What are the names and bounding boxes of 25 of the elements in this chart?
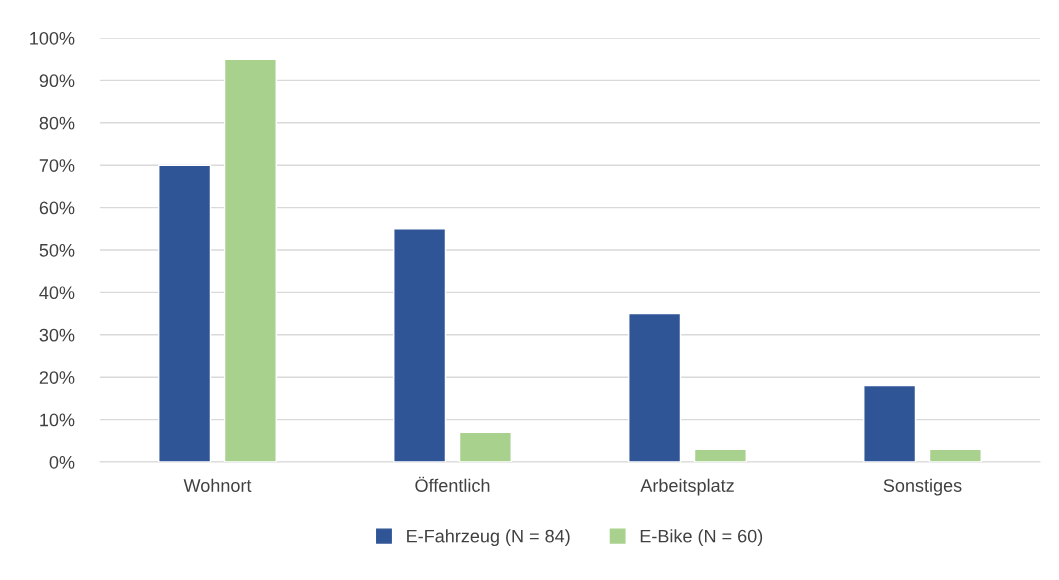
y-tick-label: 80%	[39, 116, 75, 130]
y-tick-label: 30%	[39, 328, 75, 342]
y-tick-label: 40%	[39, 286, 75, 300]
bar	[693, 448, 747, 462]
y-tick-label: 100%	[30, 31, 75, 45]
y-tick-label: 0%	[49, 455, 75, 469]
bar	[863, 384, 917, 462]
x-tick-label: Sonstiges	[883, 478, 962, 496]
bar	[458, 431, 512, 462]
y-tick-label: 10%	[40, 413, 75, 427]
y-tick-label: 70%	[39, 159, 75, 172]
x-tick-label: Wohnort	[183, 478, 252, 492]
legend-label: E-Bike (N = 60)	[640, 529, 763, 547]
y-tick-label: 90%	[39, 74, 75, 88]
y-tick-label: 50%	[39, 243, 75, 257]
bar	[628, 312, 682, 462]
bar	[158, 164, 212, 462]
legend-label: E-Fahrzeug (N = 84)	[407, 529, 570, 547]
bar	[223, 58, 277, 462]
bar	[928, 448, 982, 462]
y-tick-label: 20%	[39, 371, 75, 384]
x-tick-label: Arbeitsplatz	[640, 478, 734, 496]
x-tick-label: Öffentlich	[415, 476, 490, 492]
bar	[393, 228, 447, 462]
y-tick-label: 60%	[39, 201, 75, 215]
